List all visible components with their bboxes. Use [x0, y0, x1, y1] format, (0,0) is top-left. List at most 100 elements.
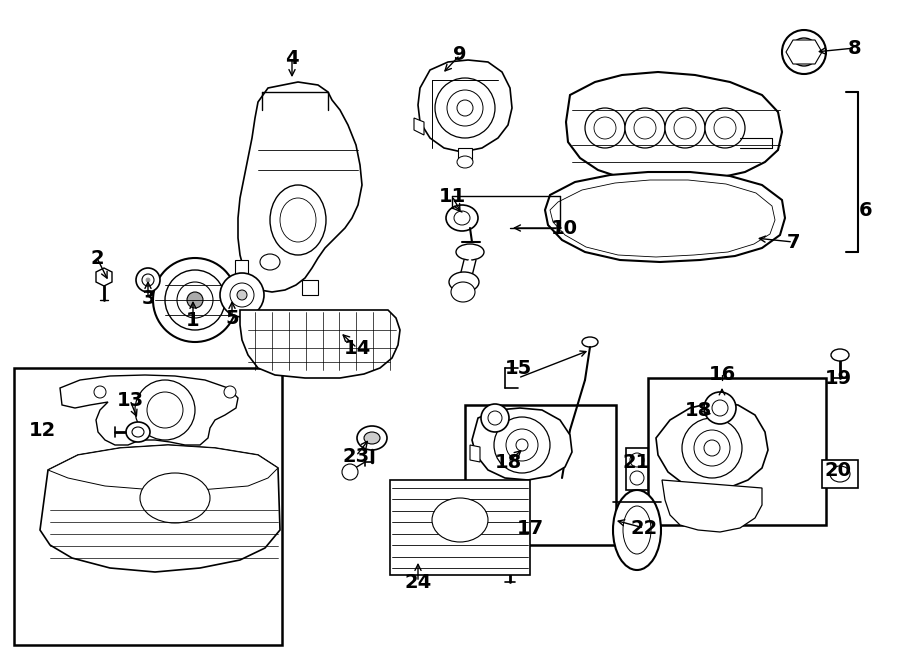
Bar — [626, 448, 648, 490]
Text: 7: 7 — [787, 233, 800, 251]
Ellipse shape — [830, 466, 850, 482]
Ellipse shape — [177, 282, 213, 318]
Ellipse shape — [831, 349, 849, 361]
Text: 13: 13 — [116, 391, 144, 410]
Ellipse shape — [674, 117, 696, 139]
Ellipse shape — [623, 506, 651, 554]
Ellipse shape — [224, 386, 236, 398]
Ellipse shape — [230, 283, 254, 307]
Text: 5: 5 — [225, 309, 238, 327]
Ellipse shape — [140, 473, 210, 523]
Ellipse shape — [705, 108, 745, 148]
Polygon shape — [240, 310, 400, 378]
Text: 14: 14 — [344, 338, 371, 358]
Ellipse shape — [146, 278, 150, 282]
Ellipse shape — [488, 411, 502, 425]
Ellipse shape — [446, 205, 478, 231]
Ellipse shape — [594, 117, 616, 139]
Polygon shape — [470, 445, 480, 462]
Text: 2: 2 — [90, 249, 104, 268]
Bar — [465, 405, 616, 545]
Ellipse shape — [435, 78, 495, 138]
Ellipse shape — [456, 244, 484, 260]
Text: 17: 17 — [517, 518, 544, 537]
Text: 12: 12 — [29, 420, 56, 440]
Text: 15: 15 — [504, 358, 532, 377]
Ellipse shape — [704, 392, 736, 424]
Polygon shape — [238, 82, 362, 292]
Ellipse shape — [797, 45, 811, 59]
Ellipse shape — [630, 471, 644, 485]
Text: 4: 4 — [285, 48, 299, 67]
Polygon shape — [786, 40, 822, 64]
Polygon shape — [545, 172, 785, 262]
Ellipse shape — [630, 453, 644, 467]
Polygon shape — [414, 118, 424, 135]
Ellipse shape — [502, 548, 518, 562]
Text: 23: 23 — [342, 446, 370, 465]
Text: 22: 22 — [630, 518, 658, 537]
Text: 18: 18 — [684, 401, 712, 420]
Ellipse shape — [613, 490, 661, 570]
Ellipse shape — [625, 108, 665, 148]
Ellipse shape — [432, 498, 488, 542]
Ellipse shape — [790, 38, 818, 66]
Ellipse shape — [447, 90, 483, 126]
Ellipse shape — [506, 429, 538, 461]
Polygon shape — [60, 375, 238, 445]
Text: 1: 1 — [186, 311, 200, 329]
Ellipse shape — [280, 198, 316, 242]
Ellipse shape — [342, 464, 358, 480]
Ellipse shape — [451, 282, 475, 302]
Polygon shape — [566, 72, 782, 182]
Ellipse shape — [364, 432, 380, 444]
Ellipse shape — [634, 117, 656, 139]
Text: 18: 18 — [494, 453, 522, 471]
Text: 21: 21 — [623, 453, 650, 471]
Ellipse shape — [585, 108, 625, 148]
Text: 20: 20 — [824, 461, 851, 479]
Ellipse shape — [457, 100, 473, 116]
Text: 19: 19 — [824, 368, 851, 387]
Ellipse shape — [220, 273, 264, 317]
Polygon shape — [40, 445, 280, 572]
Bar — [648, 378, 826, 525]
Bar — [822, 460, 858, 488]
Ellipse shape — [260, 254, 280, 270]
Ellipse shape — [94, 386, 106, 398]
Text: 9: 9 — [454, 46, 467, 65]
Text: 10: 10 — [551, 219, 578, 237]
Ellipse shape — [782, 30, 826, 74]
Text: 3: 3 — [141, 288, 155, 307]
Polygon shape — [662, 480, 762, 532]
Ellipse shape — [153, 258, 237, 342]
Ellipse shape — [449, 272, 479, 292]
Ellipse shape — [270, 185, 326, 255]
Ellipse shape — [237, 290, 247, 300]
Ellipse shape — [165, 270, 225, 330]
Ellipse shape — [494, 417, 550, 473]
Ellipse shape — [136, 268, 160, 292]
Ellipse shape — [582, 337, 598, 347]
Ellipse shape — [187, 292, 203, 308]
Polygon shape — [302, 280, 318, 295]
Bar — [14, 368, 282, 645]
Ellipse shape — [665, 108, 705, 148]
Ellipse shape — [142, 274, 154, 286]
Polygon shape — [656, 402, 768, 490]
Ellipse shape — [147, 392, 183, 428]
Ellipse shape — [694, 430, 730, 466]
Ellipse shape — [357, 426, 387, 450]
Bar — [390, 480, 530, 575]
Polygon shape — [48, 445, 278, 490]
Polygon shape — [458, 148, 472, 162]
Ellipse shape — [682, 418, 742, 478]
Text: 8: 8 — [848, 38, 862, 58]
Ellipse shape — [457, 156, 473, 168]
Ellipse shape — [132, 427, 144, 437]
Ellipse shape — [516, 439, 528, 451]
Ellipse shape — [454, 211, 470, 225]
Text: 11: 11 — [438, 186, 465, 206]
Ellipse shape — [494, 541, 526, 569]
Ellipse shape — [481, 404, 509, 432]
